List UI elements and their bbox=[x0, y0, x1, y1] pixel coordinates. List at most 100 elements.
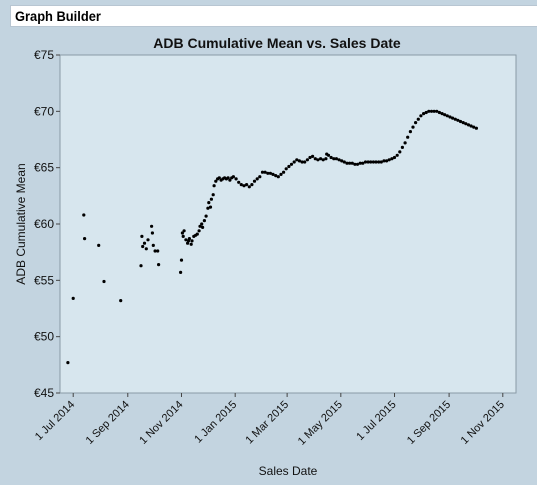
data-point bbox=[469, 124, 473, 128]
data-point bbox=[66, 361, 70, 365]
data-point bbox=[276, 175, 280, 179]
y-tick-label: €50 bbox=[34, 330, 54, 344]
data-point bbox=[180, 231, 184, 235]
data-point bbox=[395, 153, 399, 157]
data-point bbox=[182, 229, 186, 233]
data-point bbox=[207, 201, 211, 205]
data-point bbox=[263, 170, 267, 174]
data-point bbox=[250, 183, 254, 187]
data-point bbox=[305, 158, 309, 162]
y-axis-label: ADB Cumulative Mean bbox=[14, 163, 28, 284]
data-point bbox=[427, 109, 431, 113]
data-point bbox=[82, 213, 86, 217]
data-point bbox=[231, 175, 235, 179]
data-point bbox=[308, 155, 312, 160]
data-point bbox=[184, 238, 188, 242]
data-point bbox=[392, 155, 397, 160]
data-point bbox=[282, 170, 286, 174]
data-point bbox=[324, 157, 328, 161]
data-point bbox=[179, 270, 183, 274]
data-point bbox=[326, 153, 331, 157]
data-point bbox=[403, 141, 407, 145]
data-point bbox=[190, 239, 194, 243]
data-point bbox=[200, 222, 204, 226]
data-point bbox=[209, 197, 213, 201]
data-point bbox=[456, 118, 460, 122]
data-point bbox=[142, 241, 147, 245]
data-point bbox=[313, 157, 317, 161]
data-point bbox=[150, 224, 154, 228]
x-tick-label: 1 Jul 2015 bbox=[354, 399, 398, 443]
data-point bbox=[379, 160, 383, 164]
data-point bbox=[361, 161, 365, 165]
data-point bbox=[416, 117, 420, 121]
data-point bbox=[153, 249, 157, 253]
data-point bbox=[187, 237, 191, 241]
y-tick-label: €65 bbox=[34, 161, 54, 175]
data-point bbox=[300, 160, 304, 164]
data-point bbox=[414, 121, 418, 125]
data-point bbox=[198, 224, 202, 228]
y-tick-label: €55 bbox=[34, 273, 54, 287]
data-point bbox=[303, 160, 307, 164]
x-tick-label: 1 Jan 2015 bbox=[192, 399, 239, 446]
data-point bbox=[329, 155, 333, 160]
data-point bbox=[245, 183, 249, 187]
data-point bbox=[474, 126, 478, 130]
data-point bbox=[445, 114, 449, 118]
data-point bbox=[195, 232, 199, 236]
data-point bbox=[350, 161, 354, 165]
data-point bbox=[204, 214, 208, 218]
data-point bbox=[371, 160, 375, 164]
data-point bbox=[424, 110, 428, 115]
data-point bbox=[268, 171, 272, 175]
graph-builder-title-bar: Graph Builder bbox=[10, 5, 537, 27]
plot-area bbox=[59, 54, 517, 394]
data-point bbox=[297, 159, 301, 163]
data-point bbox=[464, 122, 468, 126]
y-tick-label: €60 bbox=[34, 217, 54, 231]
data-point bbox=[348, 161, 352, 165]
data-point bbox=[422, 112, 426, 116]
data-point bbox=[319, 157, 323, 161]
data-point bbox=[260, 170, 265, 174]
data-point bbox=[156, 249, 160, 253]
data-point bbox=[355, 162, 360, 166]
data-point bbox=[408, 130, 412, 134]
data-point bbox=[435, 109, 439, 113]
x-tick-label: 1 Mar 2015 bbox=[243, 399, 291, 447]
x-tick-label: 1 Sep 2015 bbox=[405, 399, 453, 447]
data-point bbox=[443, 113, 447, 117]
y-tick-label: €75 bbox=[34, 48, 54, 62]
data-point bbox=[255, 177, 259, 181]
data-point bbox=[141, 244, 145, 249]
data-point bbox=[179, 258, 184, 262]
data-point bbox=[369, 160, 373, 164]
data-point bbox=[83, 237, 87, 241]
data-point bbox=[258, 175, 262, 179]
data-point bbox=[146, 238, 150, 242]
data-point bbox=[271, 172, 275, 176]
data-point bbox=[332, 157, 336, 161]
data-point bbox=[429, 109, 434, 113]
data-point bbox=[252, 179, 257, 183]
data-point bbox=[157, 263, 161, 267]
data-point bbox=[432, 109, 436, 113]
data-point bbox=[390, 157, 394, 161]
x-tick-label: 1 Sep 2014 bbox=[84, 399, 132, 447]
data-point bbox=[279, 172, 283, 176]
data-point bbox=[453, 117, 457, 121]
data-point bbox=[226, 176, 230, 180]
x-tick-label: 1 May 2015 bbox=[296, 399, 345, 448]
y-tick-label: €45 bbox=[34, 386, 54, 400]
data-point bbox=[458, 119, 463, 124]
data-point bbox=[292, 160, 296, 164]
data-point bbox=[472, 125, 476, 129]
window-title: Graph Builder bbox=[15, 8, 101, 24]
data-point bbox=[214, 179, 218, 183]
data-point bbox=[212, 184, 216, 188]
data-point bbox=[211, 193, 215, 197]
data-point bbox=[274, 174, 278, 178]
data-point bbox=[461, 121, 465, 125]
